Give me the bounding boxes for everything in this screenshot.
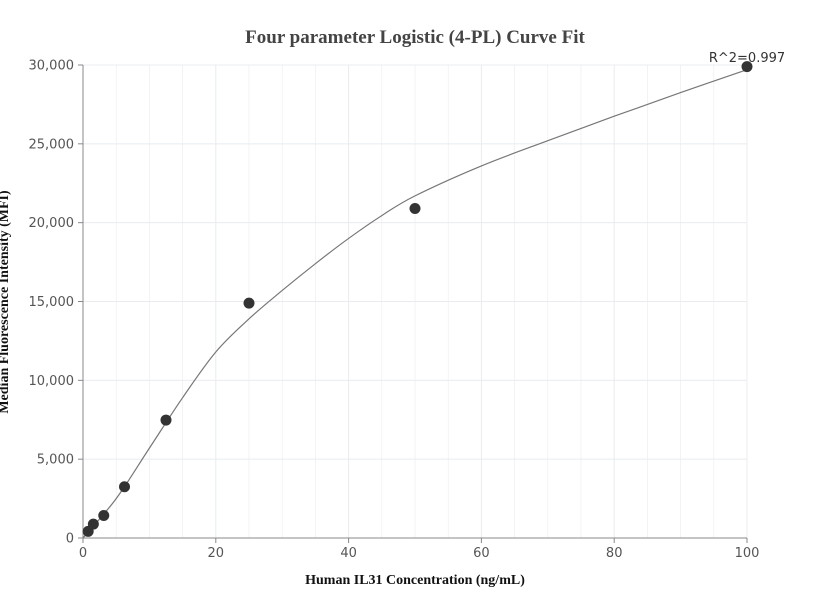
y-tick-labels: 0 5,000 10,000 15,000 20,000 25,000 30,000 — [29, 59, 75, 547]
y-tick-label: 25,000 — [29, 137, 75, 152]
x-tick-label: 60 — [473, 546, 490, 561]
x-axis-title: Human IL31 Concentration (ng/mL) — [305, 573, 525, 588]
x-tick-label: 80 — [606, 546, 623, 561]
x-tick-label: 0 — [79, 546, 87, 561]
r-squared-annotation: R^2=0.997 — [709, 51, 785, 66]
x-tick-label: 40 — [340, 546, 357, 561]
y-axis-title: Median Fluorescence Intensity (MFI) — [0, 190, 12, 414]
data-point — [741, 61, 753, 73]
grid-lines — [82, 64, 748, 539]
x-tick-label: 100 — [735, 546, 760, 561]
data-point — [119, 481, 130, 493]
data-point — [243, 297, 255, 309]
data-point — [160, 414, 172, 426]
data-point — [409, 202, 421, 214]
y-tick-label: 0 — [66, 532, 74, 547]
y-tick-label: 15,000 — [29, 295, 75, 310]
y-tick-label: 5,000 — [37, 453, 74, 468]
x-tick-label: 20 — [208, 546, 225, 561]
data-point — [87, 518, 99, 530]
x-tick-labels: 0 20 40 60 80 100 — [79, 546, 760, 561]
y-tick-label: 20,000 — [29, 216, 75, 231]
y-tick-label: 10,000 — [29, 374, 75, 389]
data-points — [82, 61, 753, 537]
y-tick-label: 30,000 — [29, 59, 75, 74]
chart-title: Four parameter Logistic (4-PL) Curve Fit — [245, 27, 585, 48]
data-point — [98, 509, 110, 521]
axes — [78, 64, 748, 543]
